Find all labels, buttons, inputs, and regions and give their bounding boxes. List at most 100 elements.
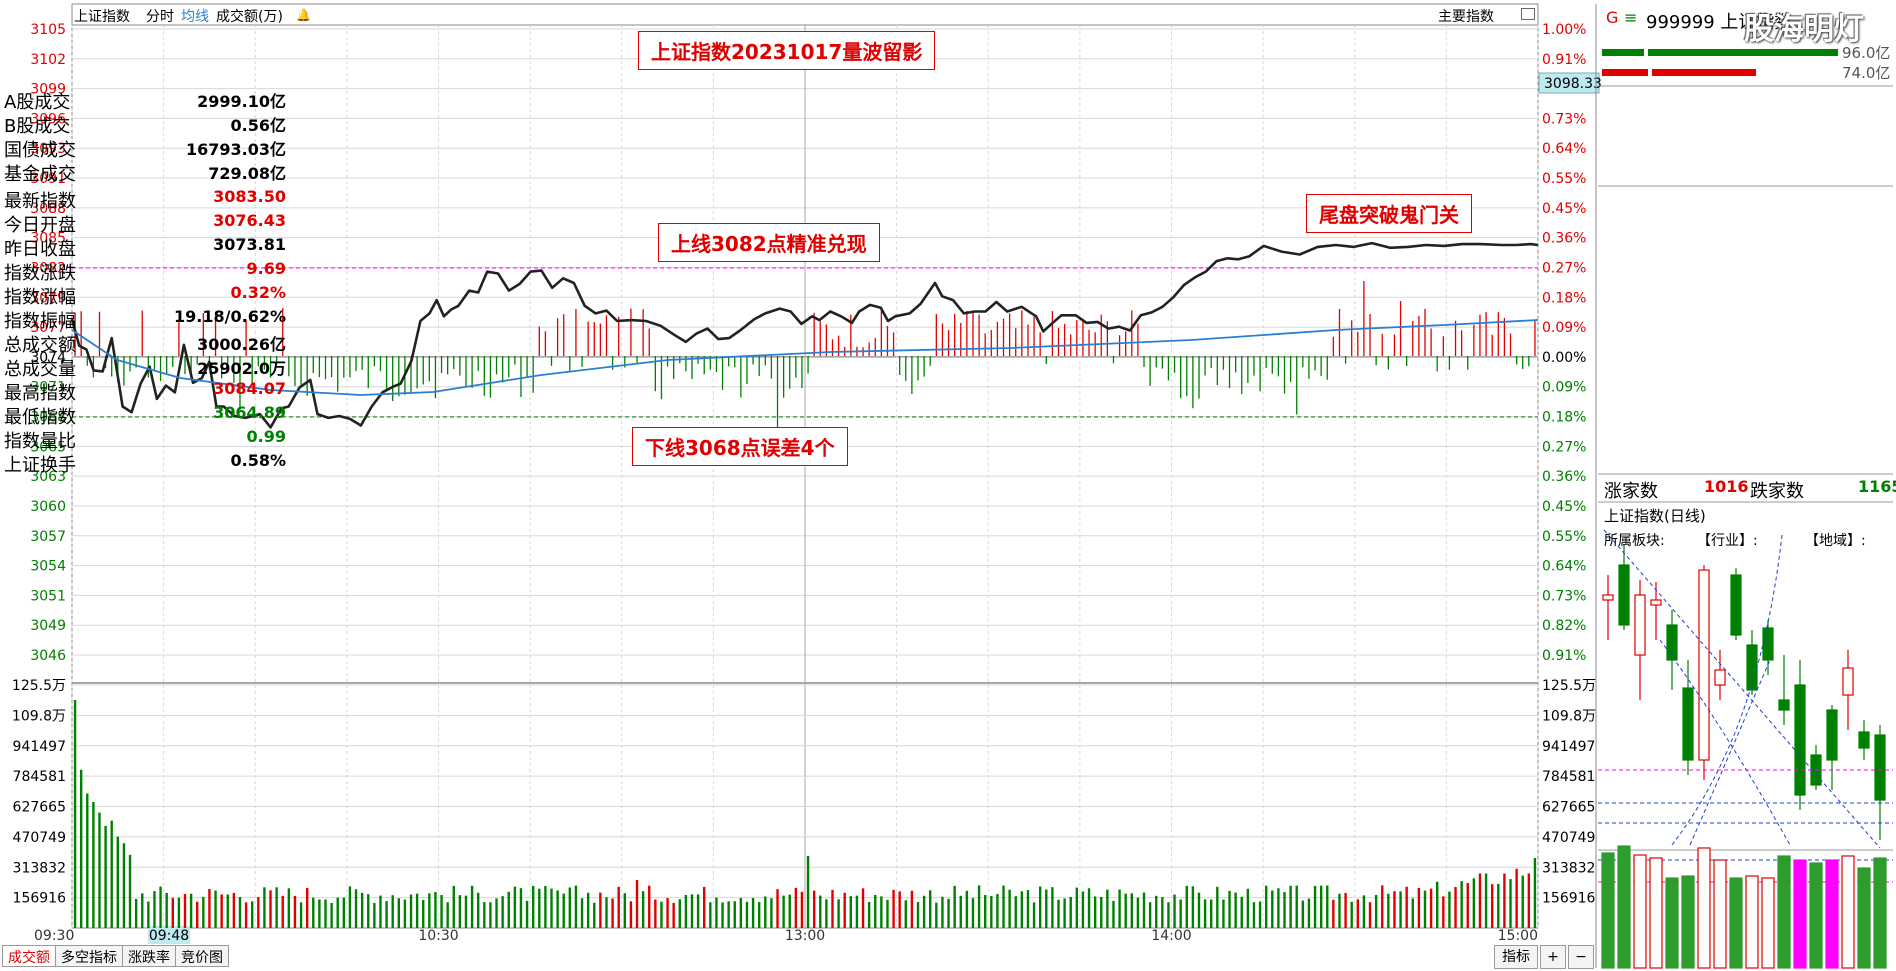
turnover-row: A股成交 2999.10亿 xyxy=(0,88,290,113)
daily-volume-bar xyxy=(1825,859,1839,969)
side-bar-red-2 xyxy=(1652,69,1756,76)
volume-tick-label-right: 627665 xyxy=(1542,800,1595,816)
price-tick-label: 3096 xyxy=(30,111,66,127)
price-tick-label: 3071 xyxy=(30,380,66,396)
price-tick-label: 3046 xyxy=(30,648,66,664)
panel-toggle-icon[interactable] xyxy=(1521,8,1535,20)
time-tick-label: 13:00 xyxy=(785,928,825,944)
tab-up-down-ratio[interactable]: 涨跌率 xyxy=(122,945,176,967)
turnover-label: 国债成交 xyxy=(4,140,76,161)
price-tick-label: 3051 xyxy=(30,588,66,604)
annotation-tail: 尾盘突破鬼门关 xyxy=(1306,194,1472,233)
stat-row: 今日开盘 3076.43 xyxy=(0,211,290,236)
daily-candle-body xyxy=(1874,734,1886,801)
daily-volume-bar xyxy=(1633,854,1647,969)
daily-candle-body xyxy=(1698,569,1710,761)
stat-row: 总成交额 3000.26亿 xyxy=(0,331,290,356)
menu-icon[interactable]: ≡ xyxy=(1624,8,1638,27)
price-tick-label: 3049 xyxy=(30,618,66,634)
pct-tick-label: 0.45% xyxy=(1542,201,1586,217)
down-count-label: 跌家数 xyxy=(1750,481,1804,502)
price-tick-label: 3068 xyxy=(30,410,66,426)
stat-row: 最低指数 3064.89 xyxy=(0,403,290,428)
stat-row: 指数量比 0.99 xyxy=(0,427,290,452)
stat-label: 总成交额 xyxy=(4,335,76,356)
bell-icon[interactable]: 🔔 xyxy=(296,8,311,22)
stat-row: 上证换手 0.58% xyxy=(0,451,290,476)
stat-value: 19.18/0.62% xyxy=(174,307,286,326)
daily-trend-curve-2 xyxy=(1689,659,1771,846)
price-tick-label: 3074 xyxy=(30,350,66,366)
price-tick-label: 3065 xyxy=(30,439,66,455)
zoom-out-button[interactable]: − xyxy=(1568,945,1594,969)
tab-minute[interactable]: 分时 xyxy=(146,9,174,25)
stat-label: 最高指数 xyxy=(4,383,76,404)
pct-tick-label: 0.36% xyxy=(1542,469,1586,485)
tab-auction[interactable]: 竞价图 xyxy=(175,945,229,967)
average-line xyxy=(71,319,1539,396)
daily-volume-bar xyxy=(1777,855,1791,969)
cursor-time-label: 09:48 xyxy=(149,928,189,944)
turnover-row: 国债成交 16793.03亿 xyxy=(0,136,290,161)
daily-volume-bar xyxy=(1857,867,1871,969)
stat-value: 9.69 xyxy=(246,259,286,278)
daily-candle-body xyxy=(1842,667,1854,696)
stat-row: 总成交量 25902.0万 xyxy=(0,355,290,380)
turnover-row: B股成交 0.56亿 xyxy=(0,112,290,137)
pct-tick-label: 0.09% xyxy=(1542,320,1586,336)
stat-row: 指数涨跌 9.69 xyxy=(0,259,290,284)
down-count-value: 1165 xyxy=(1858,477,1896,496)
daily-candle-body xyxy=(1602,594,1614,601)
turnover-row: 基金成交 729.08亿 xyxy=(0,160,290,185)
pct-tick-label: 0.64% xyxy=(1542,559,1586,575)
side-bar-green-2 xyxy=(1648,49,1838,56)
pct-tick-label: 0.73% xyxy=(1542,111,1586,127)
pct-tick-label: 0.82% xyxy=(1542,618,1586,634)
turnover-value: 0.56亿 xyxy=(230,116,286,135)
time-tick-label: 09:30 xyxy=(34,928,74,944)
pct-tick-label: 0.91% xyxy=(1542,648,1586,664)
volume-tick-label: 313832 xyxy=(13,860,66,876)
price-tick-label: 3082 xyxy=(30,260,66,276)
up-count-label: 涨家数 xyxy=(1604,481,1658,502)
stat-value: 3084.07 xyxy=(213,379,286,398)
volume-tick-label: 156916 xyxy=(13,891,67,907)
stat-label: 指数涨幅 xyxy=(4,287,76,308)
daily-candle-body xyxy=(1778,699,1790,711)
stat-row: 指数振幅 19.18/0.62% xyxy=(0,307,290,332)
daily-candle-body xyxy=(1650,599,1662,606)
bottom-tab-bar: 成交额 多空指标 涨跌率 竞价图 xyxy=(2,945,229,967)
zoom-in-button[interactable]: + xyxy=(1540,945,1566,969)
volume-tick-label: 470749 xyxy=(13,830,66,846)
daily-candle-body xyxy=(1730,574,1742,636)
tab-long-short[interactable]: 多空指标 xyxy=(55,945,123,967)
bar-value-1: 96.0亿 xyxy=(1842,44,1891,62)
side-bar-red-1 xyxy=(1602,69,1648,76)
main-index-button[interactable]: 主要指数 xyxy=(1438,9,1494,25)
tab-avg-line[interactable]: 均线 xyxy=(181,9,209,25)
volume-tick-label: 627665 xyxy=(13,800,66,816)
price-tick-label: 3088 xyxy=(30,201,66,217)
daily-candle-body xyxy=(1682,687,1694,761)
pct-tick-label: 0.91% xyxy=(1542,52,1586,68)
volume-label: 成交额(万) xyxy=(216,9,283,25)
daily-candle-body xyxy=(1762,627,1774,661)
price-tick-label: 3105 xyxy=(30,22,66,38)
stat-value: 3083.50 xyxy=(213,187,286,206)
current-price-tag-box xyxy=(1538,72,1600,94)
price-tick-label: 3063 xyxy=(30,469,66,485)
annotation-upper-line: 上线3082点精准兑现 xyxy=(658,223,880,262)
volume-tick-label-right: 470749 xyxy=(1542,830,1595,846)
code-prefix: G xyxy=(1606,8,1619,27)
stat-label: 上证换手 xyxy=(4,455,76,476)
pct-tick-label: 0.55% xyxy=(1542,529,1586,545)
daily-candle-body xyxy=(1746,644,1758,691)
time-tick-label: 14:00 xyxy=(1151,928,1191,944)
daily-volume-bar xyxy=(1681,875,1695,969)
volume-tick-label-right: 313832 xyxy=(1542,860,1595,876)
turnover-value: 729.08亿 xyxy=(208,164,286,183)
indicator-button[interactable]: 指标 xyxy=(1494,945,1538,969)
daily-volume-bar xyxy=(1617,845,1631,969)
tab-turnover[interactable]: 成交额 xyxy=(2,945,56,967)
